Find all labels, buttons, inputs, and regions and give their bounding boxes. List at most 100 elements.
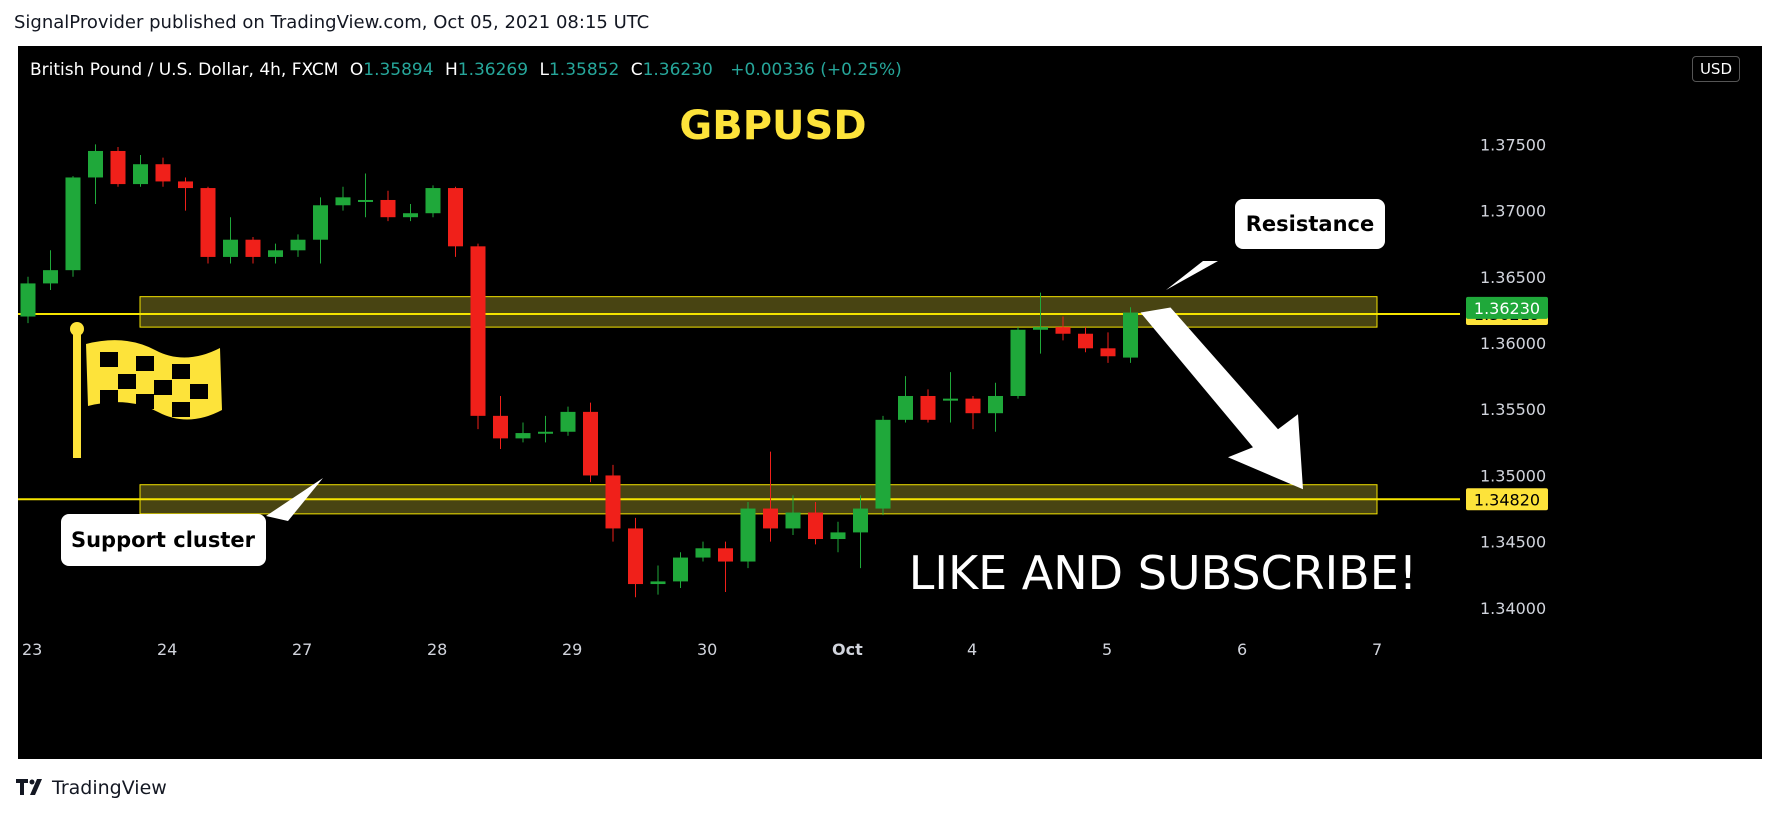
y-tick-label: 1.35500 xyxy=(1480,400,1546,419)
symbol-label[interactable]: British Pound / U.S. Dollar, 4h, FXCM xyxy=(30,60,339,80)
candle-body xyxy=(155,164,171,182)
candle[interactable] xyxy=(808,501,823,545)
y-tick-label: 1.37000 xyxy=(1480,202,1546,221)
candle-body xyxy=(1100,348,1116,357)
candle[interactable] xyxy=(695,541,711,562)
candle-body xyxy=(583,411,598,476)
candle[interactable] xyxy=(178,177,193,211)
candle[interactable] xyxy=(1123,307,1138,363)
support-price-badge-bg xyxy=(1466,488,1548,511)
candle[interactable] xyxy=(898,376,913,423)
candle[interactable] xyxy=(1078,327,1093,353)
candle[interactable] xyxy=(875,415,891,516)
candle[interactable] xyxy=(358,173,373,218)
flag-check xyxy=(190,384,208,399)
support-price-badge-text: 1.34820 xyxy=(1474,490,1540,509)
candle[interactable] xyxy=(335,186,351,211)
candle[interactable] xyxy=(268,243,283,264)
high-label: H xyxy=(444,60,458,80)
candle[interactable] xyxy=(628,517,643,598)
candle[interactable] xyxy=(920,389,936,423)
candle[interactable] xyxy=(133,154,148,187)
candle-body xyxy=(65,177,81,271)
candle[interactable] xyxy=(605,464,621,542)
candle[interactable] xyxy=(763,451,778,542)
candle[interactable] xyxy=(853,495,868,569)
candle-body xyxy=(268,250,283,257)
candle-body xyxy=(1123,312,1138,358)
candle-body xyxy=(605,475,621,529)
candle[interactable] xyxy=(1033,292,1048,354)
candle-body xyxy=(223,239,238,257)
candle-body xyxy=(493,415,508,439)
candle[interactable] xyxy=(583,402,598,483)
y-tick-label: 1.37500 xyxy=(1480,135,1546,154)
candle[interactable] xyxy=(200,186,216,264)
flag-cloth xyxy=(86,340,222,420)
x-tick-label: 24 xyxy=(157,640,177,659)
candle[interactable] xyxy=(830,521,846,553)
candle-body xyxy=(785,512,801,529)
candle[interactable] xyxy=(1010,327,1026,399)
y-tick-label: 1.36500 xyxy=(1480,268,1546,287)
ohlc-legend: British Pound / U.S. Dollar, 4h, FXCM O1… xyxy=(30,60,902,80)
high-value: 1.36269 xyxy=(457,60,529,80)
flag-check xyxy=(172,364,190,379)
candle[interactable] xyxy=(380,190,396,222)
x-tick-label: 6 xyxy=(1237,640,1247,659)
candle[interactable] xyxy=(245,237,261,264)
candle-body xyxy=(1055,327,1071,334)
candle[interactable] xyxy=(1055,316,1071,341)
currency-button[interactable]: USD xyxy=(1691,56,1740,82)
candle-body xyxy=(380,199,396,218)
candle[interactable] xyxy=(650,565,666,595)
candle[interactable] xyxy=(43,250,58,291)
flag-check xyxy=(172,402,190,417)
candle[interactable] xyxy=(65,176,81,277)
last-price-badge-text: 1.36230 xyxy=(1474,299,1540,318)
tradingview-footer[interactable]: TradingView xyxy=(16,776,167,800)
tradingview-logo-icon xyxy=(16,776,46,800)
candle[interactable] xyxy=(515,422,531,443)
candle[interactable] xyxy=(290,234,306,257)
candle-body xyxy=(20,283,36,317)
candle[interactable] xyxy=(965,395,981,430)
candle[interactable] xyxy=(740,501,756,569)
candle[interactable] xyxy=(223,217,238,264)
candle[interactable] xyxy=(313,197,328,264)
candle[interactable] xyxy=(538,415,553,443)
candle[interactable] xyxy=(20,276,36,324)
flag-check xyxy=(136,394,154,409)
flag-pole xyxy=(73,334,81,458)
candle[interactable] xyxy=(110,147,126,187)
candle-body xyxy=(808,512,823,540)
candle-body xyxy=(515,433,531,439)
candle[interactable] xyxy=(1100,332,1116,363)
candle-body xyxy=(763,508,778,529)
candle-body xyxy=(740,508,756,562)
candle-body xyxy=(673,557,688,582)
candle-body xyxy=(403,213,418,218)
candle[interactable] xyxy=(988,382,1003,432)
candlestick-chart[interactable]: GBPUSD Resistance Support cluster LIKE AND … xyxy=(18,46,1762,759)
candle[interactable] xyxy=(493,395,508,449)
support-callout-text: Support cluster xyxy=(71,528,256,552)
candle-body xyxy=(178,181,193,189)
candle[interactable] xyxy=(425,185,441,218)
resistance-callout-box xyxy=(1235,199,1385,249)
candle[interactable] xyxy=(785,495,801,536)
candle[interactable] xyxy=(448,186,463,257)
chart-panel[interactable]: GBPUSD Resistance Support cluster LIKE AND … xyxy=(18,46,1762,759)
candle[interactable] xyxy=(673,552,688,589)
x-tick-label: 5 xyxy=(1102,640,1112,659)
candle[interactable] xyxy=(943,372,958,423)
candle[interactable] xyxy=(88,144,103,204)
flag-pole-top xyxy=(70,322,84,336)
candle[interactable] xyxy=(155,157,171,187)
candle-body xyxy=(245,239,261,257)
candle[interactable] xyxy=(560,406,576,436)
candle[interactable] xyxy=(470,243,486,430)
candle[interactable] xyxy=(718,541,733,592)
candle[interactable] xyxy=(403,203,418,222)
checkered-flag-icon xyxy=(70,322,222,458)
